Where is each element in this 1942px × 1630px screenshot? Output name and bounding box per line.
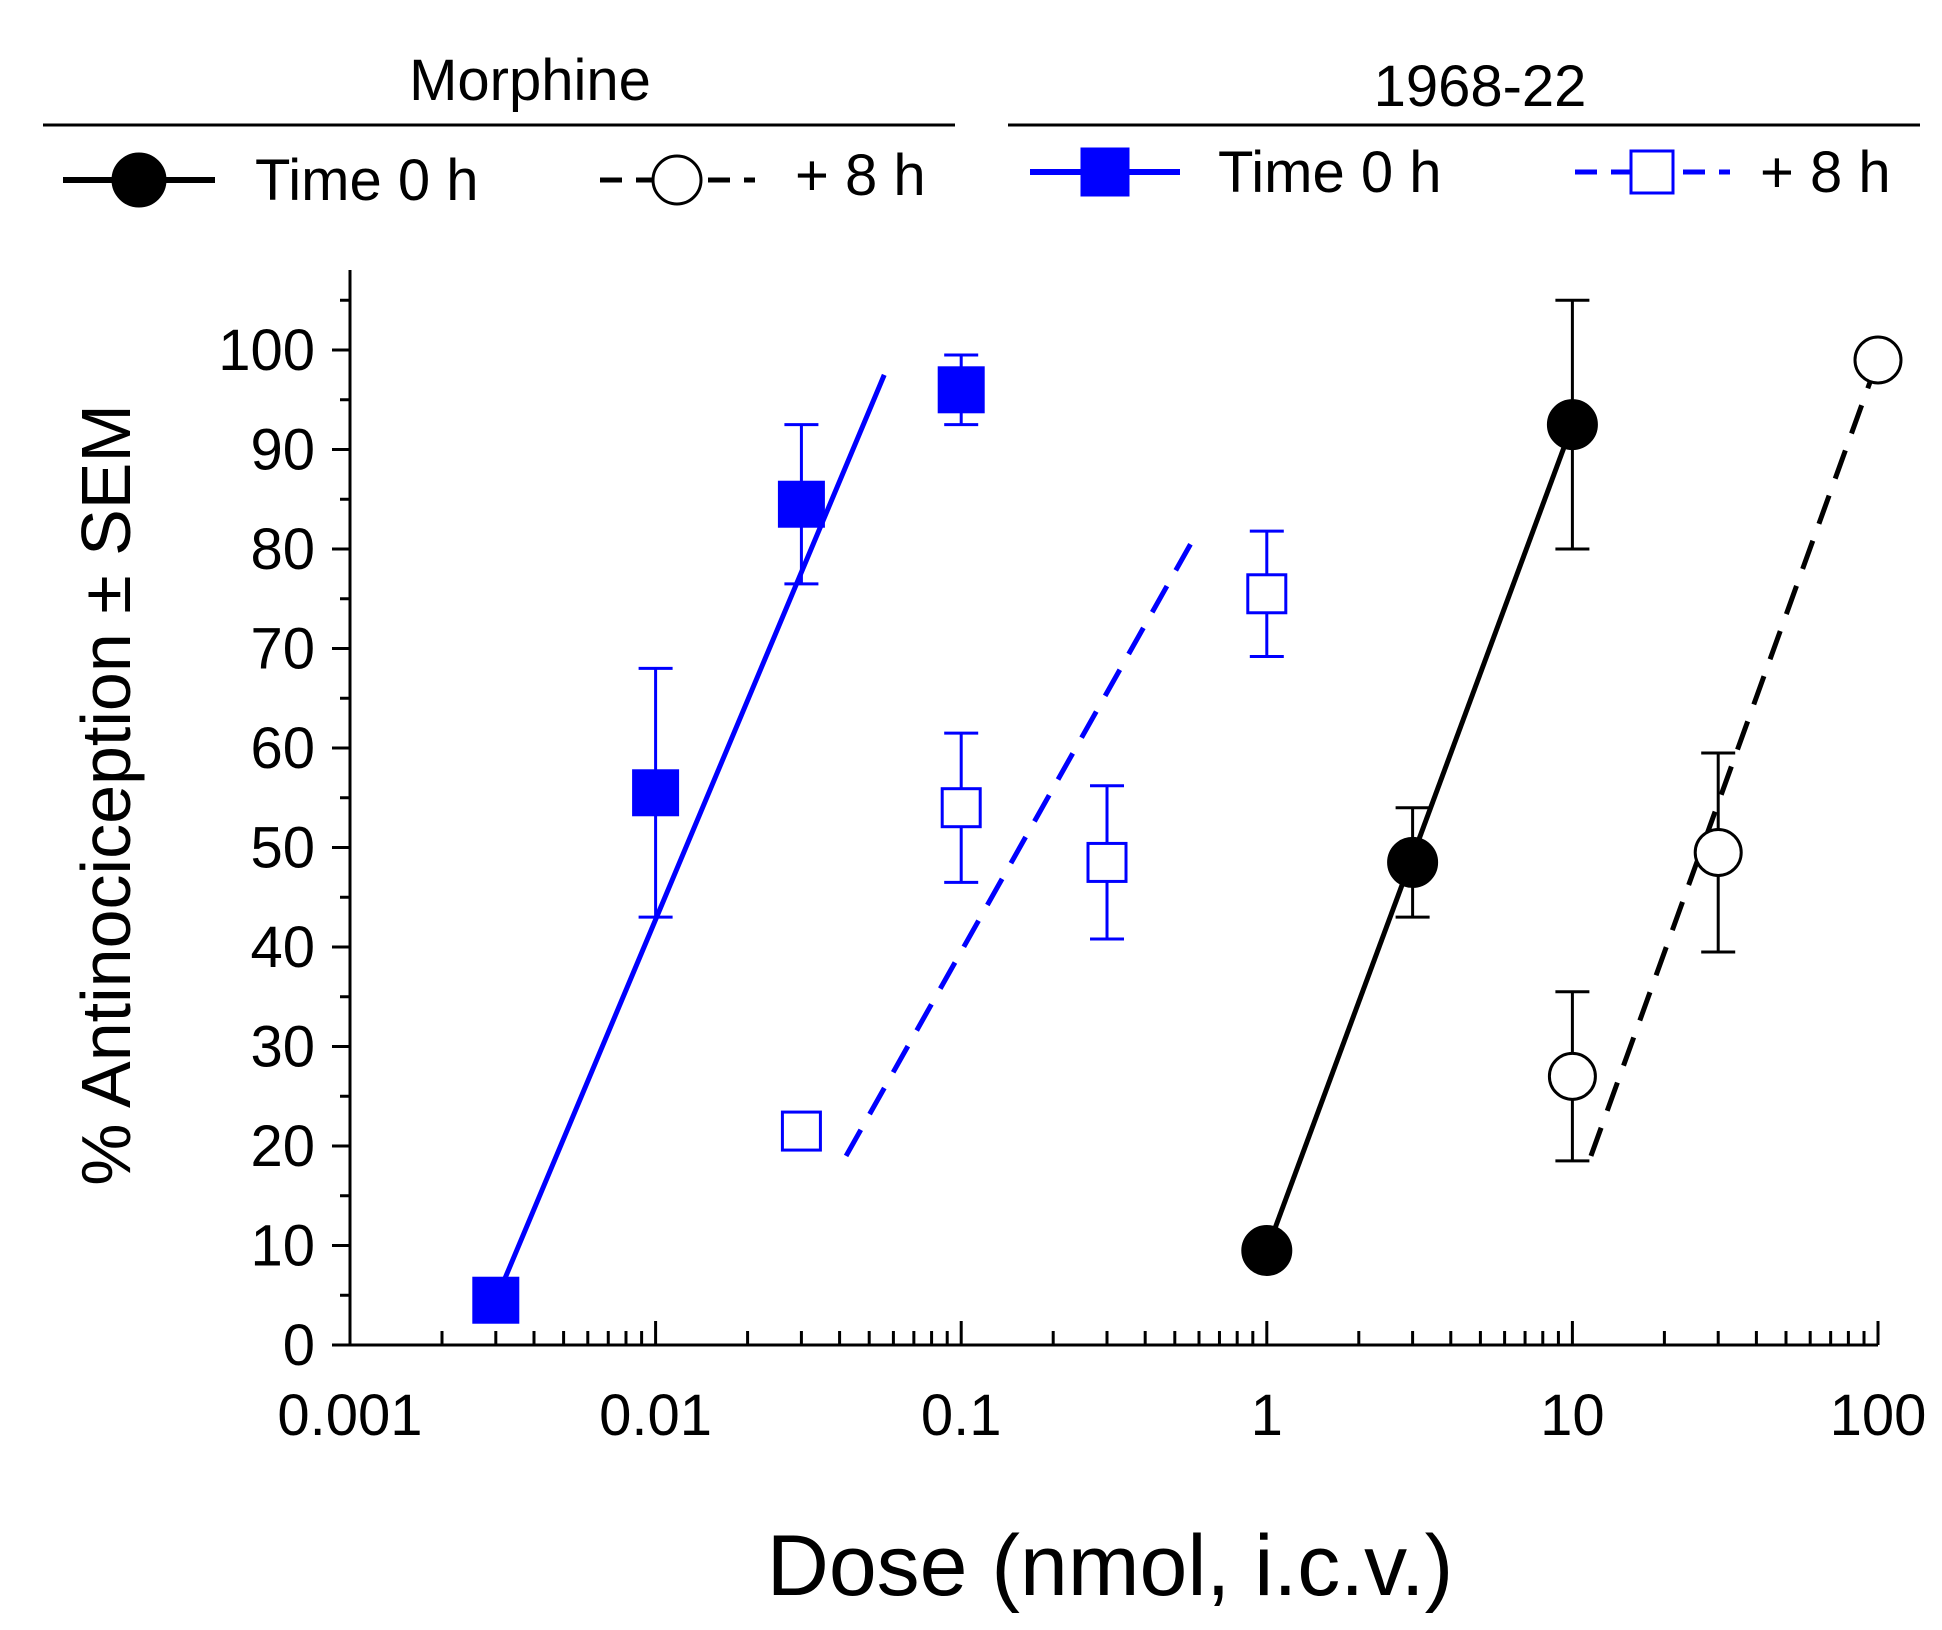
series-morphine-8-h xyxy=(1547,335,1903,1163)
legend-label-morphine-0h: Time 0 h xyxy=(255,148,478,213)
x-tick-label-100: 100 xyxy=(1830,1383,1927,1448)
legend-group-title-morphine: Morphine xyxy=(409,48,651,113)
data-point xyxy=(472,1276,520,1324)
data-point xyxy=(940,787,982,829)
data-point xyxy=(1547,1051,1597,1101)
series-1968-22-time-0-h xyxy=(472,353,985,1324)
data-point xyxy=(1693,827,1743,877)
x-tick-label-0.1: 0.1 xyxy=(921,1383,1002,1448)
data-point xyxy=(1241,1224,1293,1276)
series-1968-22-8-h xyxy=(780,527,1288,1158)
x-tick-label-10: 10 xyxy=(1540,1383,1605,1448)
y-tick-label-40: 40 xyxy=(250,915,315,980)
y-tick-label-80: 80 xyxy=(250,517,315,582)
y-tick-label-10: 10 xyxy=(250,1214,315,1279)
legend-marker-1968-22-0h xyxy=(1080,147,1130,197)
x-axis-title: Dose (nmol, i.c.v.) xyxy=(767,1518,1454,1614)
y-tick-label-60: 60 xyxy=(250,716,315,781)
y-tick-label-50: 50 xyxy=(250,816,315,881)
y-tick-label-70: 70 xyxy=(250,617,315,682)
y-tick-label-30: 30 xyxy=(250,1015,315,1080)
legend-marker-morphine-0h xyxy=(111,152,167,208)
fit-line xyxy=(843,527,1202,1158)
legend-group-title-1968-22: 1968-22 xyxy=(1374,54,1587,119)
legend: Morphine 1968-22 Time 0 h + 8 h Time 0 h… xyxy=(43,48,1920,213)
fit-line xyxy=(493,373,887,1302)
data-point xyxy=(937,366,985,414)
legend-label-morphine-8h: + 8 h xyxy=(795,143,926,208)
data-point xyxy=(1853,335,1903,385)
fit-line xyxy=(1264,423,1575,1252)
x-tick-label-0.001: 0.001 xyxy=(277,1383,422,1448)
data-point xyxy=(632,769,680,817)
y-tick-label-100: 100 xyxy=(218,318,315,383)
y-tick-label-20: 20 xyxy=(250,1114,315,1179)
plot-area xyxy=(472,298,1903,1324)
y-ticks: 0 10 20 30 40 50 60 70 80 90 100 xyxy=(218,298,350,1378)
legend-label-1968-22-8h: + 8 h xyxy=(1760,140,1891,205)
data-point xyxy=(1546,399,1598,451)
axes: 0 10 20 30 40 50 60 70 80 90 100 0.001 0.01 0.1 1 10 10… xyxy=(67,270,1926,1614)
x-tick-label-0.01: 0.01 xyxy=(599,1383,712,1448)
x-ticks: 0.001 0.01 0.1 1 10 100 xyxy=(277,1321,1926,1448)
y-tick-label-90: 90 xyxy=(250,418,315,483)
legend-marker-1968-22-8h xyxy=(1629,149,1675,195)
y-tick-label-0: 0 xyxy=(283,1313,315,1378)
series-morphine-time-0-h xyxy=(1241,298,1598,1276)
legend-marker-morphine-8h xyxy=(651,154,703,206)
data-point xyxy=(1086,841,1128,883)
data-point xyxy=(777,480,825,528)
fit-line xyxy=(1588,359,1881,1157)
data-point xyxy=(1387,836,1439,888)
data-point xyxy=(1246,573,1288,615)
data-point xyxy=(780,1110,822,1152)
x-tick-label-1: 1 xyxy=(1251,1383,1283,1448)
y-axis-title: % Antinociception ± SEM xyxy=(67,404,145,1186)
legend-label-1968-22-0h: Time 0 h xyxy=(1218,140,1441,205)
